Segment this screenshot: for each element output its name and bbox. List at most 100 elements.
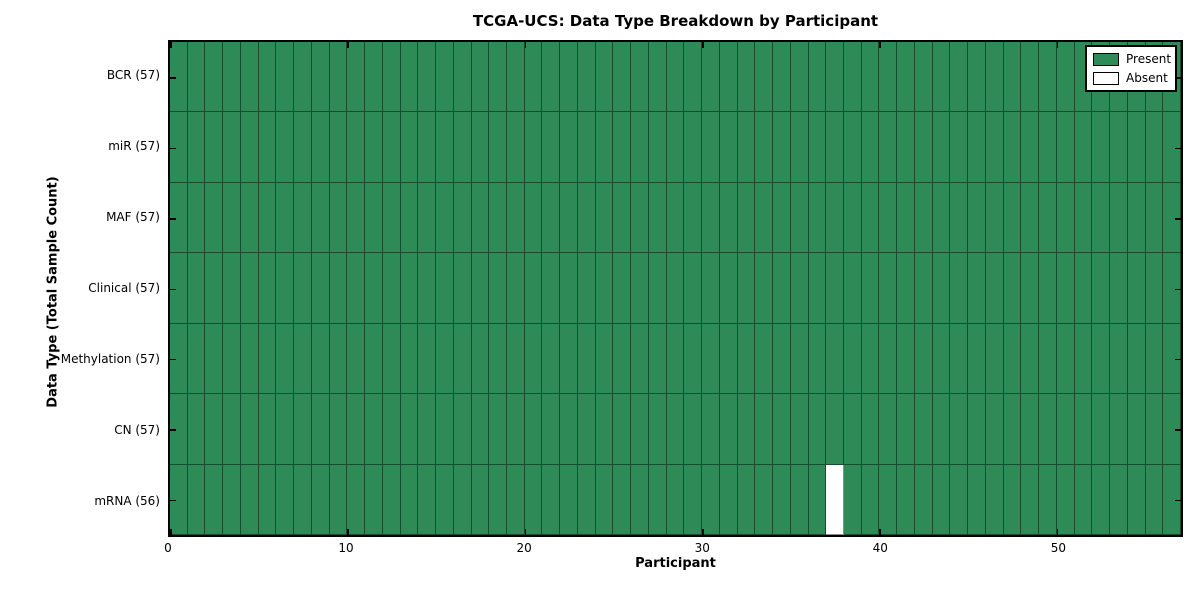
plot-area: [168, 40, 1183, 537]
grid-cell: [240, 464, 259, 535]
x-tick-mark: [702, 529, 704, 535]
grid-cell: [1039, 394, 1057, 465]
grid-cell: [914, 42, 933, 113]
grid-cell: [400, 464, 419, 535]
grid-cell: [613, 464, 632, 535]
x-tick-mark: [524, 42, 527, 48]
y-tick-mark: [1175, 77, 1181, 79]
grid-cell: [524, 323, 543, 395]
grid-cell: [773, 323, 791, 395]
grid-cell: [861, 253, 880, 324]
grid-cell: [648, 464, 667, 535]
grid-cell: [577, 112, 596, 183]
grid-cell: [294, 464, 312, 535]
grid-cell: [826, 253, 844, 324]
grid-cell: [311, 182, 330, 254]
grid-cell: [773, 394, 791, 465]
grid-cell: [897, 323, 915, 395]
grid-cell: [613, 42, 632, 113]
grid-cell: [808, 253, 827, 324]
grid-cell: [400, 182, 419, 254]
grid-cell: [879, 253, 898, 324]
grid-cell: [1092, 182, 1111, 254]
grid-cell: [968, 42, 986, 113]
grid-cell: [843, 464, 862, 535]
legend-label-absent: Absent: [1126, 71, 1168, 85]
grid-cell: [453, 464, 472, 535]
grid-cell: [524, 112, 543, 183]
grid-cell: [418, 464, 437, 535]
grid-cell: [506, 112, 525, 183]
grid-cell: [506, 182, 525, 254]
grid-cell: [684, 464, 703, 535]
grid-cell: [1145, 112, 1164, 183]
y-tick-mark: [1175, 288, 1181, 290]
grid-cell: [382, 464, 401, 535]
grid-cell: [914, 182, 933, 254]
grid-cell: [205, 464, 224, 535]
grid-cell: [1145, 394, 1164, 465]
grid-cell: [968, 112, 986, 183]
grid-cell: [170, 253, 188, 324]
grid-cell: [542, 323, 561, 395]
grid-cell: [347, 323, 366, 395]
x-tick-label: 50: [1050, 541, 1066, 555]
grid-cell: [950, 253, 969, 324]
grid-cell: [719, 253, 738, 324]
grid-cell: [861, 42, 880, 113]
grid-cell: [648, 182, 667, 254]
grid-cell: [773, 464, 791, 535]
grid-cell: [311, 42, 330, 113]
grid-cell: [170, 182, 188, 254]
grid-cell: [311, 323, 330, 395]
grid-cell: [631, 42, 649, 113]
grid-cell: [453, 394, 472, 465]
grid-cell: [932, 42, 951, 113]
x-tick-mark: [347, 529, 349, 535]
grid-cell: [187, 394, 206, 465]
grid-cell: [276, 323, 295, 395]
grid-cell: [1074, 323, 1093, 395]
grid-cell: [436, 253, 454, 324]
grid-cell: [577, 182, 596, 254]
x-tick-mark: [879, 529, 881, 535]
grid-cell: [985, 42, 1004, 113]
grid-cell: [365, 182, 383, 254]
y-tick-mark: [1175, 147, 1181, 150]
grid-cell: [418, 42, 437, 113]
grid-cell: [719, 464, 738, 535]
chart-title: TCGA-UCS: Data Type Breakdown by Partici…: [472, 12, 879, 30]
grid-cell: [684, 42, 703, 113]
grid-cell: [1056, 42, 1075, 113]
grid-cell: [613, 112, 632, 183]
x-tick-mark: [170, 529, 172, 535]
grid-cell: [879, 42, 898, 113]
y-tick-mark: [1175, 218, 1181, 220]
grid-cell: [1039, 42, 1057, 113]
grid-cell: [205, 112, 224, 183]
grid-cell: [489, 42, 507, 113]
grid-cell: [897, 253, 915, 324]
grid-cell: [914, 394, 933, 465]
grid-cell: [1056, 323, 1075, 395]
grid-cell: [1021, 112, 1040, 183]
grid-cell: [1110, 394, 1128, 465]
legend: Present Absent: [1085, 45, 1177, 92]
grid-cell: [1110, 253, 1128, 324]
grid-cell: [258, 42, 277, 113]
grid-cell: [365, 42, 383, 113]
grid-cell: [755, 323, 774, 395]
grid-cell: [897, 112, 915, 183]
grid-cell: [471, 253, 490, 324]
grid-cell: [1039, 253, 1057, 324]
grid-cell: [560, 323, 578, 395]
grid-cell: [170, 42, 188, 113]
grid-cell: [1021, 182, 1040, 254]
grid-cell: [436, 394, 454, 465]
grid-cell: [648, 253, 667, 324]
grid-cell: [932, 464, 951, 535]
grid-cell: [897, 42, 915, 113]
grid-cell: [276, 253, 295, 324]
grid-cell: [223, 253, 241, 324]
grid-cell: [790, 323, 809, 395]
